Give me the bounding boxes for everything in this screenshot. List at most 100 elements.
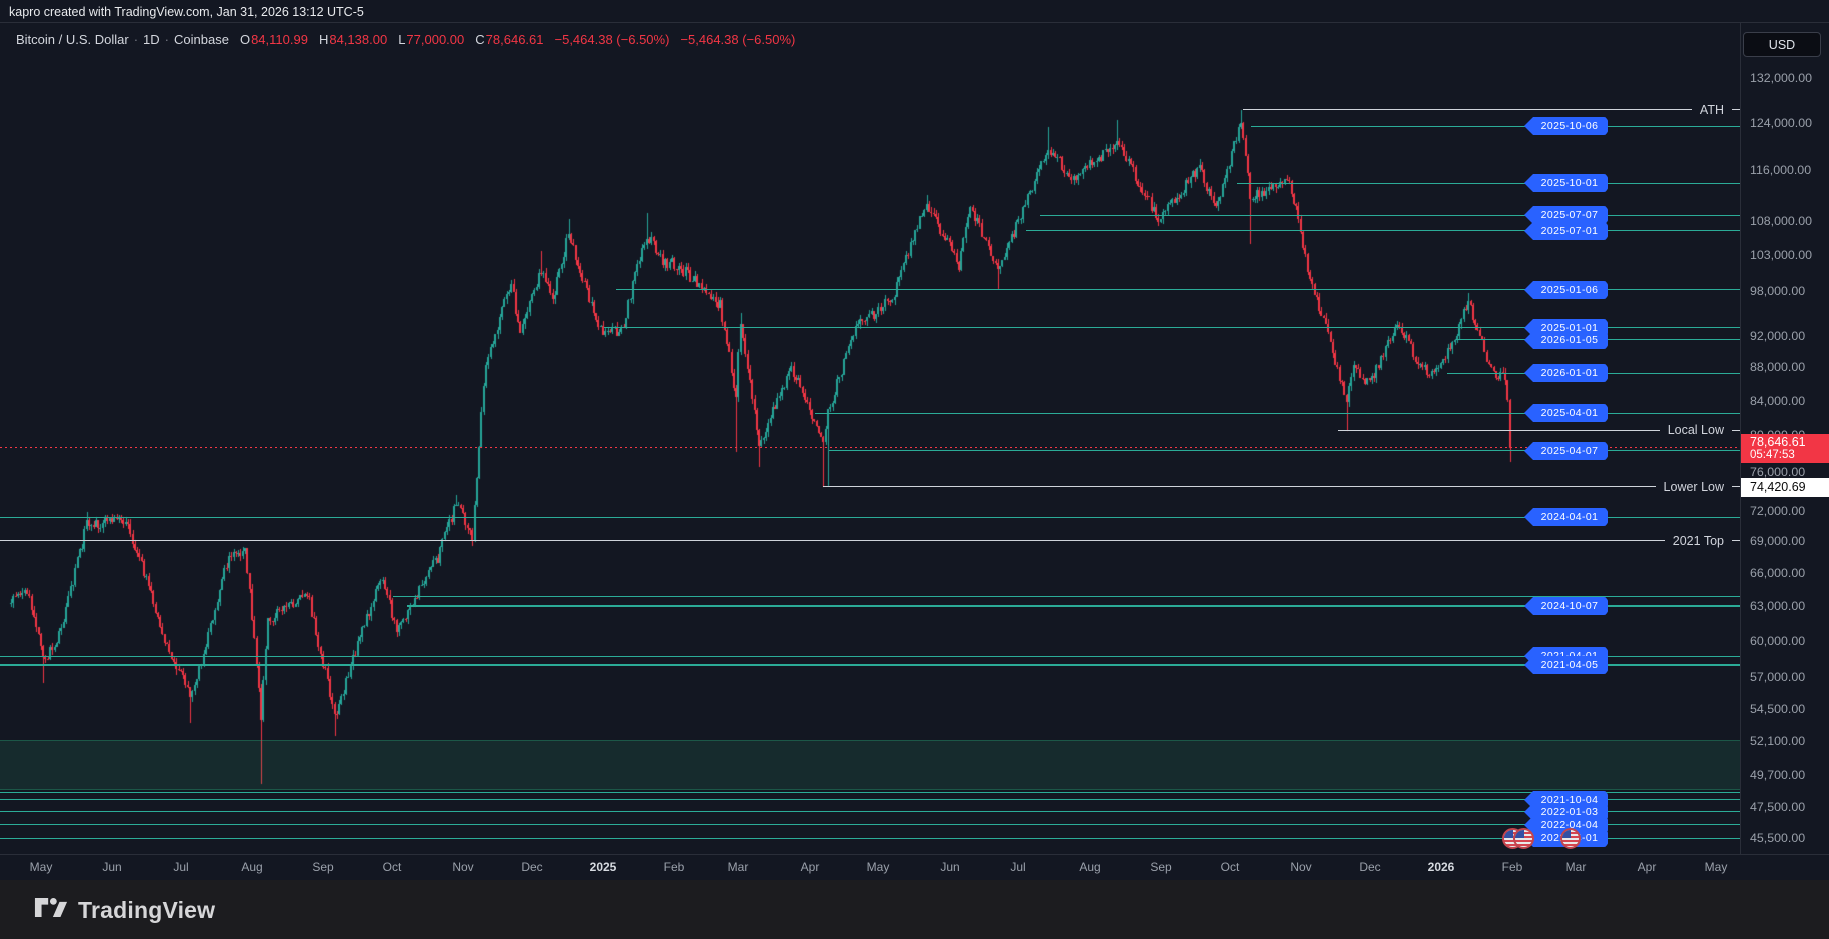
open-2025-10-06-badge[interactable]: 2025-10-06: [1524, 117, 1608, 135]
price-tick-label: 63,000.00: [1750, 599, 1806, 613]
price-tick-label: 84,000.00: [1750, 394, 1806, 408]
open-2024-10-07-badge[interactable]: 2024-10-07: [1524, 597, 1608, 615]
symbol-legend: Bitcoin / U.S. Dollar · 1D · Coinbase O84,110…: [16, 32, 795, 47]
open-2025-04-07-line[interactable]: [829, 450, 1740, 451]
time-tick-month: Mar: [727, 860, 749, 874]
open-2025-01-06-badge[interactable]: 2025-01-06: [1524, 281, 1608, 299]
time-tick-month: Jun: [102, 860, 122, 874]
price-tick-label: 57,000.00: [1750, 670, 1806, 684]
open-2025-10-01-badge[interactable]: 2025-10-01: [1524, 174, 1608, 192]
open-2025-07-07-line[interactable]: [1040, 215, 1740, 216]
open-2021-04-05-line[interactable]: [0, 664, 1740, 666]
open-2025-04-01-line[interactable]: [815, 413, 1740, 414]
exchange-name[interactable]: Coinbase: [174, 32, 229, 47]
price-tick-label: 116,000.00: [1750, 163, 1812, 177]
candles-canvas[interactable]: [0, 23, 1740, 854]
time-tick-month: Jul: [173, 860, 189, 874]
price-tick-label: 45,500.00: [1750, 831, 1806, 845]
time-tick-month: Apr: [1637, 860, 1657, 874]
time-tick-month: May: [1704, 860, 1728, 874]
price-tick-label: 88,000.00: [1750, 360, 1806, 374]
price-tick-label: 132,000.00: [1750, 71, 1813, 85]
time-tick-month: Dec: [1359, 860, 1381, 874]
ohlc-high: H84,138.00: [318, 32, 388, 47]
legend-separator: ·: [133, 32, 139, 47]
interval-value[interactable]: 1D: [143, 32, 160, 47]
legend-separator: ·: [164, 32, 170, 47]
price-axis[interactable]: USD 132,000.00 124,000.00 116,000.00 108,00…: [1740, 23, 1829, 854]
open-2022-01-03-line[interactable]: [0, 811, 1740, 812]
ohlc-low: L77,000.00: [398, 32, 465, 47]
price-tick-label: 103,000.00: [1750, 248, 1813, 262]
tradingview-logo-text: TradingView: [78, 896, 216, 923]
change-absolute: −5,464.38 (−6.50%): [554, 32, 670, 47]
open-2021-10-01-line[interactable]: [0, 792, 1740, 793]
currency-toggle-button[interactable]: USD: [1743, 32, 1821, 57]
ohlc-close: C78,646.61: [475, 32, 544, 47]
bottom-bar: TradingView: [0, 880, 1829, 939]
open-2024-10-07-line[interactable]: [407, 605, 1740, 607]
open-2025-04-07-badge[interactable]: 2025-04-07: [1524, 442, 1608, 460]
time-tick-month: Dec: [521, 860, 543, 874]
open-2025-10-01-line[interactable]: [1237, 183, 1740, 184]
time-tick-month: Oct: [382, 860, 402, 874]
tradingview-logo[interactable]: TradingView: [34, 894, 215, 926]
open-2026-01-01-badge[interactable]: 2026-01-01: [1524, 364, 1608, 382]
open-2025-01-06-line[interactable]: [616, 289, 1740, 290]
bar-close-countdown: 05:47:53: [1750, 449, 1795, 461]
time-tick-month: Oct: [1220, 860, 1240, 874]
price-tick-label: 66,000.00: [1750, 566, 1806, 580]
open-2024-04-01-line[interactable]: [0, 517, 1740, 518]
open-2022-04-01-line[interactable]: [0, 838, 1740, 839]
time-tick-month: Sep: [312, 860, 334, 874]
time-tick-month: Nov: [1290, 860, 1312, 874]
open-2025-07-01-line[interactable]: [1026, 230, 1740, 231]
price-tick-label: 92,000.00: [1750, 329, 1806, 343]
attribution-bar: kapro created with TradingView.com, Jan …: [9, 5, 364, 19]
symbol-title[interactable]: Bitcoin / U.S. Dollar: [16, 32, 129, 47]
lower-low-line[interactable]: [823, 486, 1740, 487]
top-2021-label: 2021 Top: [1664, 532, 1732, 550]
time-axis[interactable]: May Jun Jul Aug Sep Oct Nov Dec 2025 Feb Mar Apr May…: [0, 854, 1829, 882]
time-tick-year: 2026: [1427, 860, 1455, 874]
ohlc-open: O84,110.99: [239, 32, 308, 47]
time-tick-month: Aug: [241, 860, 263, 874]
open-2025-07-01-badge[interactable]: 2025-07-01: [1524, 222, 1608, 240]
local-low-line[interactable]: [1338, 430, 1740, 431]
open-2021-04-05-badge[interactable]: 2021-04-05: [1524, 656, 1608, 674]
time-tick-month: Aug: [1079, 860, 1101, 874]
time-tick-month: Feb: [663, 860, 685, 874]
price-tick-label: 98,000.00: [1750, 284, 1806, 298]
price-tick-label: 108,000.00: [1750, 214, 1813, 228]
time-tick-year: 2025: [589, 860, 617, 874]
price-tick-label: 76,000.00: [1750, 465, 1806, 479]
open-2021-10-04-line[interactable]: [0, 799, 1740, 800]
price-tick-label: 60,000.00: [1750, 634, 1806, 648]
time-tick-month: Sep: [1150, 860, 1172, 874]
open-2025-10-06-line[interactable]: [1251, 126, 1740, 127]
open-2024-04-01-badge[interactable]: 2024-04-01: [1524, 508, 1608, 526]
open-2021-04-01-line[interactable]: [0, 656, 1740, 657]
open-2025-07-07-badge[interactable]: 2025-07-07: [1524, 206, 1608, 224]
open-2025-04-01-badge[interactable]: 2025-04-01: [1524, 404, 1608, 422]
ath-label: ATH: [1691, 101, 1732, 119]
open-2024-10-01-line[interactable]: [393, 596, 1740, 597]
price-tick-label: 124,000.00: [1750, 116, 1813, 130]
price-tick-label: 54,500.00: [1750, 702, 1806, 716]
open-2022-04-04-line[interactable]: [0, 824, 1740, 825]
local-low-label: Local Low: [1659, 421, 1732, 439]
time-tick-month: Jun: [940, 860, 960, 874]
open-2025-01-01-line[interactable]: [604, 327, 1740, 328]
time-tick-month: Apr: [800, 860, 820, 874]
supply-zone-rectangle[interactable]: [0, 740, 1740, 791]
us-flag-event-icon[interactable]: [1513, 828, 1534, 849]
open-2026-01-05-badge[interactable]: 2026-01-05: [1524, 331, 1608, 349]
time-tick-month: Jul: [1010, 860, 1026, 874]
current-price-line[interactable]: [0, 447, 1740, 448]
top-2021-line[interactable]: [0, 540, 1740, 541]
us-flag-event-icon[interactable]: [1560, 828, 1581, 849]
time-tick-month: Nov: [452, 860, 474, 874]
price-pane[interactable]: ATH 2025-10-06 2025-10-01 2025-07-07 2025-07…: [0, 23, 1740, 854]
ath-line[interactable]: [1243, 109, 1740, 110]
